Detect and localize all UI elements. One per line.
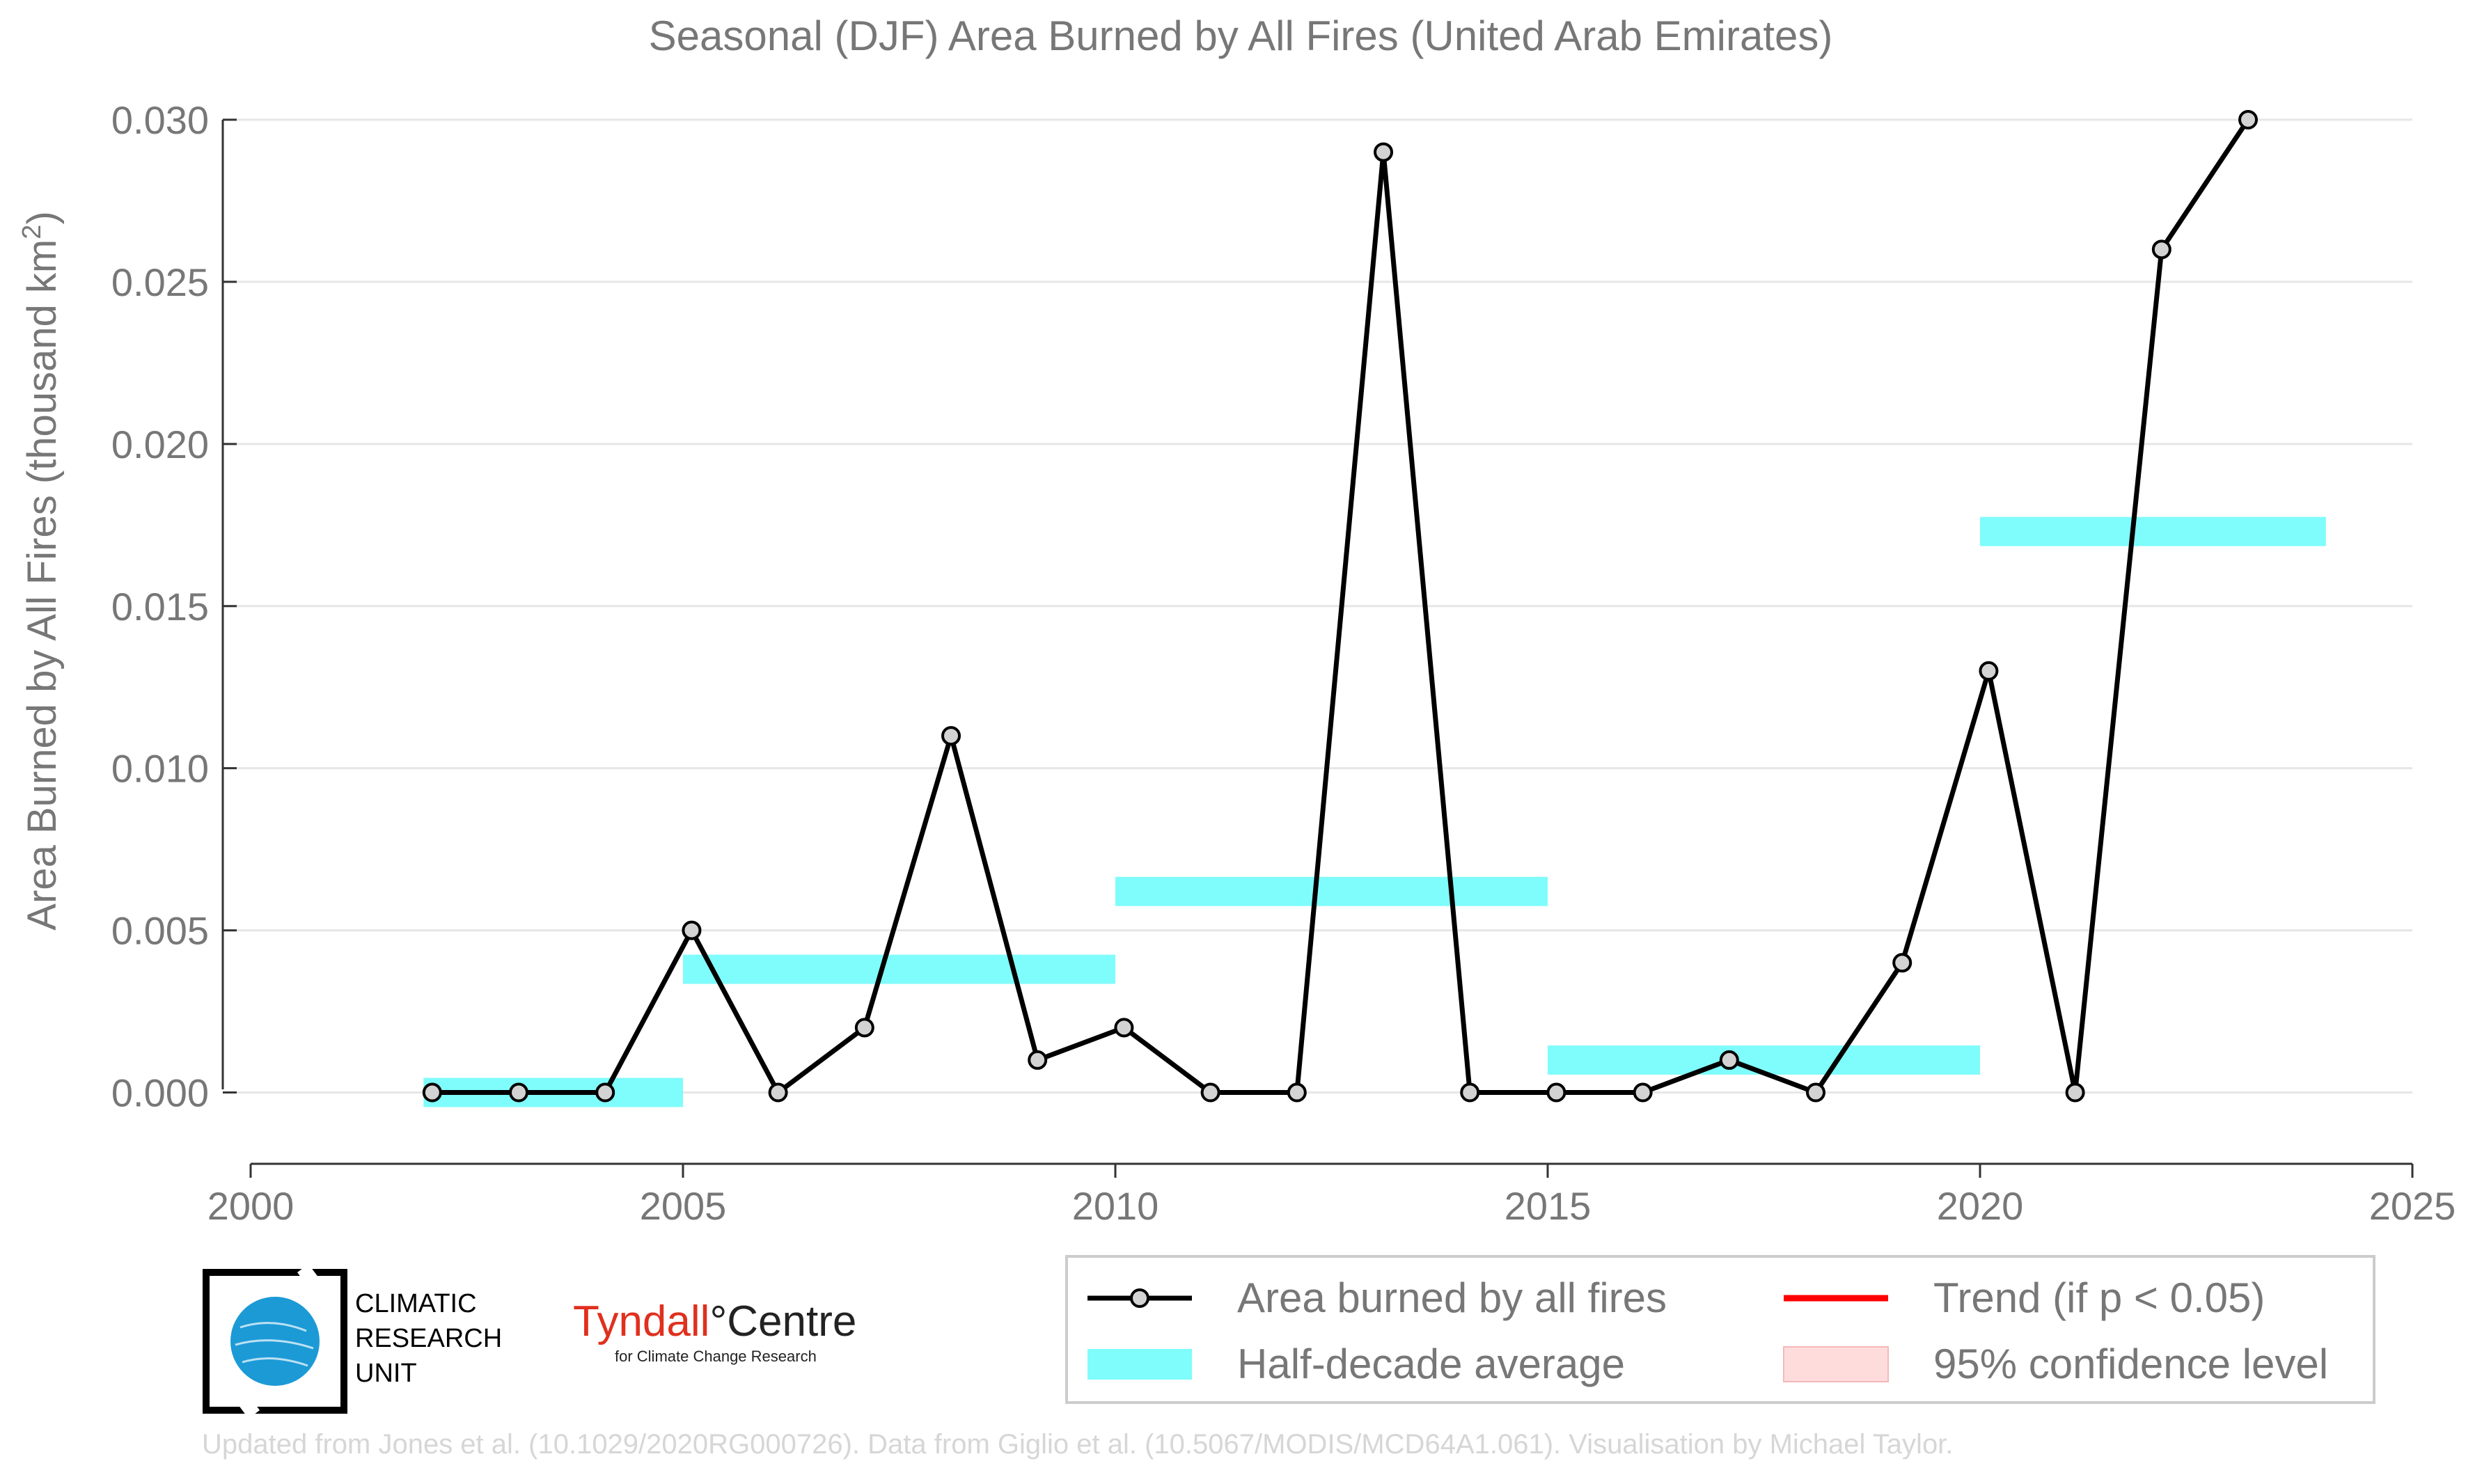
data-point	[1374, 142, 1394, 162]
data-point	[1028, 1050, 1048, 1070]
chart-title: Seasonal (DJF) Area Burned by All Fires …	[649, 13, 1833, 59]
gridlines	[223, 118, 2412, 1094]
data-point	[1200, 1082, 1220, 1103]
data-point	[1114, 1018, 1134, 1038]
tyndall-subtitle: for Climate Change Research	[615, 1348, 817, 1365]
data-point	[2151, 239, 2171, 260]
legend-label: Trend (if p < 0.05)	[1933, 1274, 2265, 1321]
y-tick-label: 0.015	[111, 585, 209, 629]
x-tick-label: 2000	[207, 1184, 294, 1228]
cru-line-1: CLIMATIC	[355, 1289, 477, 1318]
legend-label: 95% confidence level	[1933, 1341, 2328, 1387]
data-point	[2065, 1082, 2085, 1103]
data-point	[941, 726, 961, 746]
data-point	[509, 1082, 529, 1103]
legend-label: Area burned by all fires	[1237, 1274, 1667, 1321]
half-decade-averages	[423, 516, 2326, 1107]
data-point	[1546, 1082, 1566, 1103]
x-tick-label: 2005	[640, 1184, 727, 1228]
tyndall-degree: °	[709, 1297, 728, 1345]
y-axis-label: Area Burned by All Fires (thousand km2)	[17, 211, 65, 930]
data-point	[1460, 1082, 1480, 1103]
y-tick-label: 0.000	[111, 1071, 209, 1115]
x-tick-label: 2020	[1937, 1184, 2024, 1228]
footer-credits: Updated from Jones et al. (10.1029/2020R…	[202, 1429, 1954, 1460]
x-tick-label: 2025	[2369, 1184, 2456, 1228]
y-tick-label: 0.025	[111, 260, 209, 304]
data-point	[854, 1018, 874, 1038]
data-point	[1979, 661, 1999, 681]
y-tick-label: 0.020	[111, 423, 209, 466]
series-area-burned	[422, 110, 2259, 1103]
y-axis-label-close: )	[19, 211, 65, 224]
data-point	[1633, 1082, 1653, 1103]
y-tick-label: 0.005	[111, 909, 209, 953]
cru-line-3: UNIT	[355, 1359, 417, 1388]
data-point	[1719, 1050, 1739, 1070]
legend: Area burned by all fires Trend (if p < 0.…	[1065, 1255, 2375, 1404]
tyndall-centre-word: Centre	[727, 1297, 857, 1345]
axes: 0.000 0.005 0.010 0.015 0.020 0.025 0.030 2000 2…	[111, 98, 2456, 1228]
half-decade-average-bar	[1980, 516, 2326, 546]
tyndall-name: Tyndall°Centre	[573, 1299, 856, 1345]
cru-globe-icon	[203, 1264, 347, 1419]
data-point	[682, 920, 702, 940]
half-decade-average-bar	[683, 954, 1115, 984]
x-tick-label: 2015	[1505, 1184, 1592, 1228]
data-point	[1892, 953, 1912, 973]
y-tick-label: 0.030	[111, 98, 209, 142]
data-point	[768, 1082, 788, 1103]
data-point	[1806, 1082, 1826, 1103]
half-decade-average-bar	[1115, 876, 1548, 906]
half-decade-average-bar	[1548, 1045, 1980, 1075]
cru-text: CLIMATIC RESEARCH UNIT	[355, 1286, 502, 1391]
data-point	[422, 1082, 442, 1103]
cru-line-2: RESEARCH	[355, 1324, 503, 1353]
tyndall-logo: Tyndall°Centre for Climate Change Resear…	[573, 1299, 856, 1366]
data-point	[1287, 1082, 1307, 1103]
legend-label: Half-decade average	[1237, 1341, 1625, 1387]
legend-swatch-band	[1087, 1349, 1192, 1380]
legend-swatch-patch	[1783, 1346, 1889, 1382]
y-axis-label-text: Area Burned by All Fires (thousand km	[19, 239, 65, 931]
y-tick-label: 0.010	[111, 747, 209, 791]
legend-box	[1065, 1255, 2375, 1404]
series-line	[432, 118, 2250, 1096]
legend-swatch-marker	[1130, 1288, 1149, 1308]
cru-logo	[202, 1264, 522, 1419]
data-point	[595, 1082, 615, 1103]
data-point	[2238, 110, 2259, 129]
y-axis-label-superscript: 2	[17, 225, 47, 239]
x-tick-label: 2010	[1072, 1184, 1159, 1228]
tyndall-word: Tyndall	[573, 1297, 710, 1345]
